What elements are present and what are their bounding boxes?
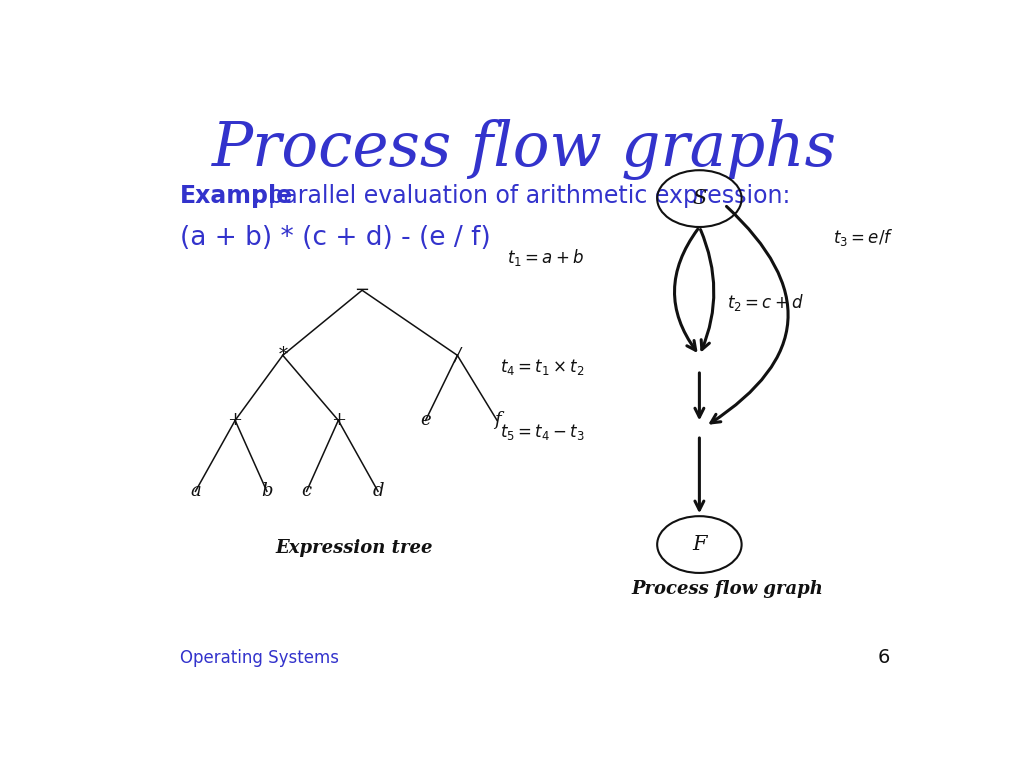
Text: d: d bbox=[373, 482, 384, 500]
Text: (a + b) * (c + d) - (e / f): (a + b) * (c + d) - (e / f) bbox=[179, 225, 490, 251]
Text: −: − bbox=[354, 281, 370, 300]
Text: *: * bbox=[279, 346, 288, 364]
Text: +: + bbox=[227, 412, 243, 429]
Text: c: c bbox=[301, 482, 311, 500]
Text: Operating Systems: Operating Systems bbox=[179, 649, 339, 667]
Text: F: F bbox=[692, 535, 707, 554]
Text: $\mathit{t}_2 = c + d$: $\mathit{t}_2 = c + d$ bbox=[727, 292, 804, 313]
Text: e: e bbox=[420, 412, 431, 429]
FancyArrowPatch shape bbox=[700, 230, 714, 349]
FancyArrowPatch shape bbox=[711, 207, 788, 423]
Text: /: / bbox=[455, 346, 461, 364]
Text: S: S bbox=[692, 189, 707, 208]
Text: Expression tree: Expression tree bbox=[275, 538, 433, 557]
Text: : parallel evaluation of arithmetic expression:: : parallel evaluation of arithmetic expr… bbox=[253, 184, 791, 208]
Text: f: f bbox=[494, 412, 501, 429]
Text: $\mathit{t}_5 = \mathit{t}_4 - \mathit{t}_3$: $\mathit{t}_5 = \mathit{t}_4 - \mathit{t… bbox=[500, 422, 585, 442]
Text: 6: 6 bbox=[878, 648, 890, 667]
FancyArrowPatch shape bbox=[695, 438, 703, 510]
Text: $\mathit{t}_3 = e\mathit{/}f$: $\mathit{t}_3 = e\mathit{/}f$ bbox=[834, 227, 894, 247]
Text: $\mathit{t}_1 = a + b$: $\mathit{t}_1 = a + b$ bbox=[507, 247, 585, 268]
Text: +: + bbox=[331, 412, 346, 429]
Text: a: a bbox=[190, 482, 201, 500]
FancyArrowPatch shape bbox=[695, 373, 703, 417]
Text: Process flow graph: Process flow graph bbox=[631, 580, 823, 598]
Text: Process flow graphs: Process flow graphs bbox=[212, 119, 838, 180]
Text: $\mathit{t}_4 = \mathit{t}_1 \times \mathit{t}_2$: $\mathit{t}_4 = \mathit{t}_1 \times \mat… bbox=[500, 357, 585, 377]
Text: Example: Example bbox=[179, 184, 293, 208]
Text: b: b bbox=[261, 482, 272, 500]
FancyArrowPatch shape bbox=[675, 229, 697, 350]
